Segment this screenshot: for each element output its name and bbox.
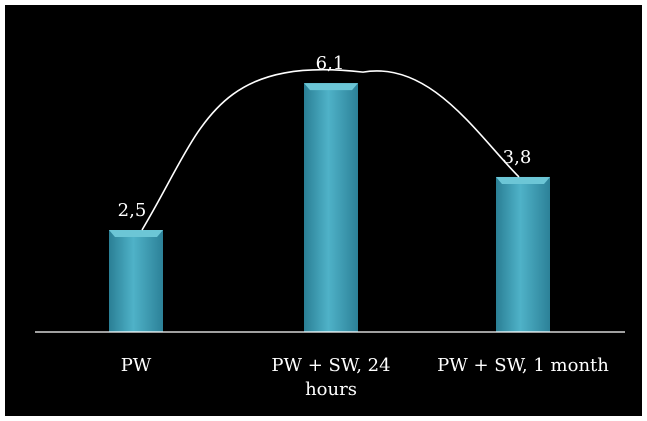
bar-3	[496, 176, 550, 332]
category-label-3: PW + SW, 1 month	[437, 355, 609, 376]
data-label-2: 6,1	[316, 53, 345, 74]
bar-body	[496, 176, 550, 332]
bar-top-bevel	[496, 176, 550, 184]
bar-chart: 2,5 6,1 3,8 PW PW + SW, 24 hours PW + SW, 1 m…	[35, 53, 625, 400]
category-label-1: PW	[121, 355, 152, 376]
category-label-2: PW + SW, 24 hours	[271, 355, 390, 400]
data-label-1: 2,5	[118, 200, 147, 221]
category-labels-group: PW PW + SW, 24 hours PW + SW, 1 month	[121, 355, 610, 400]
data-labels-group: 2,5 6,1 3,8	[118, 53, 532, 221]
bar-1	[109, 230, 163, 332]
data-label-3: 3,8	[503, 147, 532, 168]
category-label-line: PW + SW, 1 month	[437, 355, 609, 376]
bar-2	[304, 83, 358, 333]
bar-body	[304, 83, 358, 333]
category-label-line: PW	[121, 355, 152, 376]
category-label-line: PW + SW, 24	[271, 355, 390, 376]
bar-body	[109, 230, 163, 332]
chart-frame: 2,5 6,1 3,8 PW PW + SW, 24 hours PW + SW, 1 m…	[5, 5, 642, 416]
bar-top-bevel	[304, 83, 358, 91]
trend-curve	[141, 68, 520, 231]
bar-top-bevel	[109, 230, 163, 237]
bars-group	[109, 83, 550, 333]
category-label-line: hours	[305, 379, 357, 400]
